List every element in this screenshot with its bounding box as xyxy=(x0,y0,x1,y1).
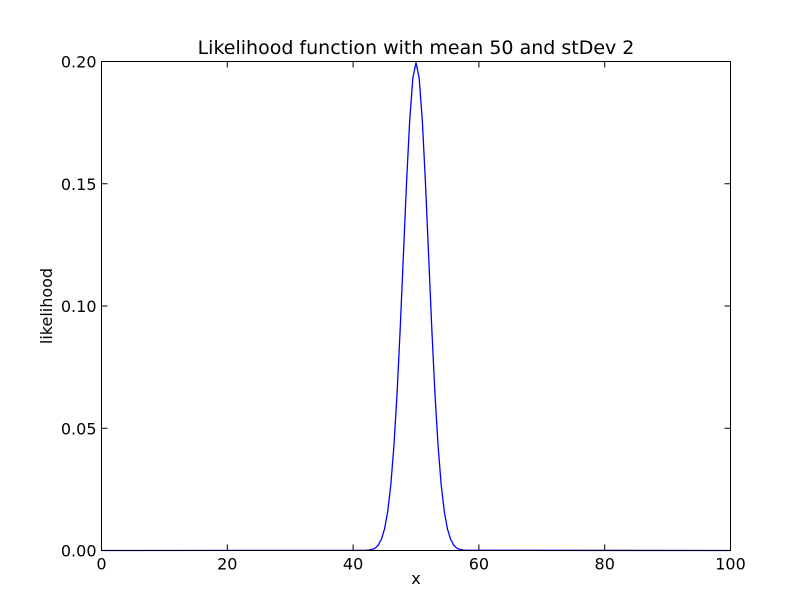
x-axis-label: x xyxy=(411,569,420,588)
series-line-0 xyxy=(101,62,731,552)
y-tick-label: 0.00 xyxy=(61,542,97,561)
y-tick-label: 0.05 xyxy=(61,419,97,438)
plot-area xyxy=(101,61,731,551)
axis-ticks: 0 20 40 60 80 100 0.00 0.05 0.10 0.15 0.20 xyxy=(61,53,746,574)
x-tick-label: 100 xyxy=(715,555,746,574)
x-tick-label: 80 xyxy=(595,555,615,574)
y-tick-label: 0.10 xyxy=(61,297,97,316)
y-axis-label: likelihood xyxy=(37,268,56,344)
x-tick-label: 60 xyxy=(469,555,489,574)
y-tick-label: 0.20 xyxy=(61,53,97,72)
x-tick-label: 40 xyxy=(343,555,363,574)
chart-title: Likelihood function with mean 50 and stD… xyxy=(198,37,635,59)
axes-frame xyxy=(101,61,731,551)
series-group xyxy=(101,62,731,552)
x-tick-label: 20 xyxy=(217,555,237,574)
y-tick-label: 0.15 xyxy=(61,175,97,194)
x-tick-label: 0 xyxy=(96,555,106,574)
